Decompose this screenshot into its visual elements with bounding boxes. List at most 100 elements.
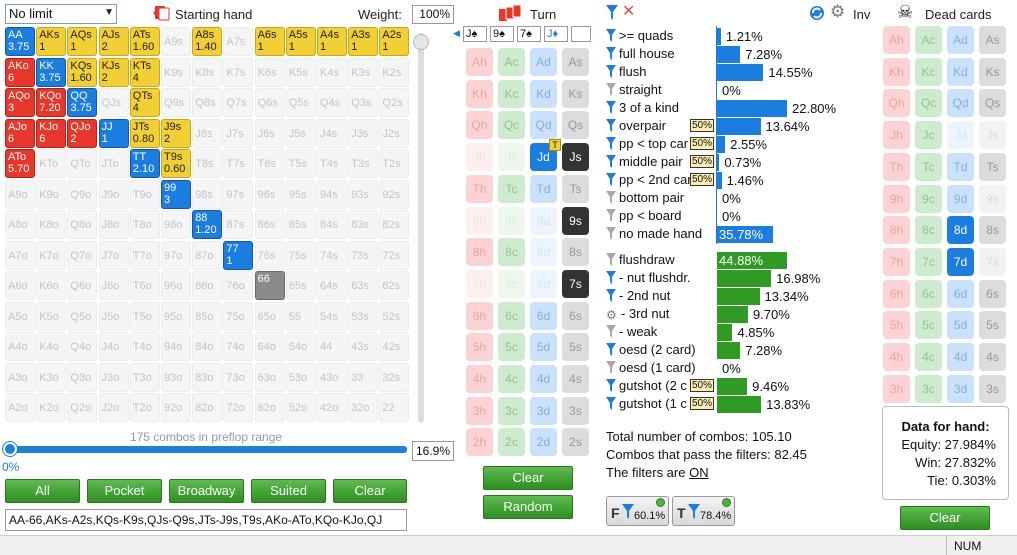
turn-card-Ts[interactable]: Ts	[562, 174, 589, 203]
dead-card-As[interactable]: As	[979, 26, 1006, 54]
range-cell-AJs[interactable]: AJs 2	[98, 27, 129, 56]
range-cell-T7s[interactable]: T7s	[223, 149, 254, 178]
turn-card-2h[interactable]: 2h	[466, 428, 493, 457]
range-slider-thumb[interactable]	[3, 442, 17, 456]
dead-card-7h[interactable]: 7h	[883, 247, 910, 276]
range-cell-96o[interactable]: 96o	[161, 271, 191, 300]
board-clear-button[interactable]: Clear	[483, 466, 573, 490]
filter-gray-icon[interactable]	[606, 227, 616, 240]
turn-card-7s[interactable]: 7s	[562, 269, 589, 298]
range-cell-88[interactable]: 88 1.20	[192, 210, 223, 239]
range-cell-84s[interactable]: 84s	[317, 210, 347, 239]
dead-card-6d[interactable]: 6d	[947, 279, 974, 308]
board-card-1[interactable]: J♠	[463, 26, 487, 42]
range-cell-77[interactable]: 77 1	[223, 240, 254, 270]
range-cell-97s[interactable]: 97s	[223, 179, 254, 209]
range-cell-T8o[interactable]: T8o	[129, 210, 160, 239]
filter-gray-icon[interactable]	[606, 83, 616, 96]
dead-card-Td[interactable]: Td	[947, 152, 974, 181]
range-cell-84o[interactable]: 84o	[192, 332, 223, 361]
filter-row[interactable]: - nut flushdr.	[606, 269, 691, 287]
range-cell-A5o[interactable]: A5o	[5, 301, 35, 331]
range-cell-43o[interactable]: 43o	[317, 362, 347, 392]
turn-card-8d[interactable]: 8d	[530, 238, 557, 267]
filter-weight-tag[interactable]: 50%	[690, 173, 714, 186]
dead-card-Ks[interactable]: Ks	[979, 57, 1006, 86]
turn-card-7d[interactable]: 7d	[530, 269, 557, 298]
gear-icon[interactable]: ⚙	[606, 308, 617, 322]
turn-card-6h[interactable]: 6h	[466, 301, 493, 330]
turn-card-3h[interactable]: 3h	[466, 396, 493, 425]
range-percent-input[interactable]: 16.9%	[412, 441, 454, 461]
turn-card-9c[interactable]: 9c	[498, 206, 525, 235]
turn-card-Qh[interactable]: Qh	[466, 111, 493, 140]
range-cell-T4s[interactable]: T4s	[317, 149, 347, 178]
filter-row[interactable]: - weak	[606, 323, 657, 341]
range-cell-32o[interactable]: 32o	[348, 393, 379, 422]
range-cell-K6o[interactable]: K6o	[36, 271, 67, 300]
range-cell-AKo[interactable]: AKo 6	[5, 57, 35, 87]
range-cell-97o[interactable]: 97o	[161, 240, 191, 270]
dead-card-5d[interactable]: 5d	[947, 311, 974, 340]
dead-card-7s[interactable]: 7s	[979, 247, 1006, 276]
filter-weight-tag[interactable]: 50%	[690, 137, 714, 150]
filter-gray-icon[interactable]	[606, 325, 616, 338]
turn-card-Jh[interactable]: Jh	[466, 143, 493, 172]
filter-blue-icon[interactable]	[606, 101, 616, 114]
range-cell-Q2s[interactable]: Q2s	[379, 88, 410, 117]
range-cell-Q9s[interactable]: Q9s	[161, 88, 191, 117]
turn-card-Th[interactable]: Th	[466, 174, 493, 203]
board-left-arrow-icon[interactable]: ◀	[453, 28, 460, 38]
turn-card-2c[interactable]: 2c	[498, 428, 525, 457]
range-cell-54s[interactable]: 54s	[317, 301, 347, 331]
filter-row[interactable]: oesd (2 card)	[606, 341, 696, 359]
range-cell-95s[interactable]: 95s	[285, 179, 316, 209]
filter-row[interactable]: full house	[606, 45, 675, 63]
range-cell-K3o[interactable]: K3o	[36, 362, 67, 392]
turn-card-Ks[interactable]: Ks	[562, 79, 589, 108]
range-cell-T3s[interactable]: T3s	[348, 149, 379, 178]
filter-gray-icon[interactable]	[606, 361, 616, 374]
range-cell-72o[interactable]: 72o	[223, 393, 254, 422]
range-cell-KQo[interactable]: KQo 7.20	[36, 88, 67, 117]
dead-card-5h[interactable]: 5h	[883, 311, 910, 340]
range-cell-Q8o[interactable]: Q8o	[67, 210, 98, 239]
range-cell-A8s[interactable]: A8s 1.40	[192, 27, 223, 56]
turn-card-8s[interactable]: 8s	[562, 238, 589, 267]
range-cell-43s[interactable]: 43s	[348, 332, 379, 361]
range-cell-94s[interactable]: 94s	[317, 179, 347, 209]
filter-blue-icon[interactable]	[606, 173, 616, 186]
all-button[interactable]: All	[5, 479, 80, 503]
range-cell-KTs[interactable]: KTs 4	[129, 57, 160, 87]
range-cell-T2o[interactable]: T2o	[129, 393, 160, 422]
range-cell-62o[interactable]: 62o	[254, 393, 285, 422]
range-cell-Q7o[interactable]: Q7o	[67, 240, 98, 270]
range-cell-76o[interactable]: 76o	[223, 271, 254, 300]
range-cell-Q2o[interactable]: Q2o	[67, 393, 98, 422]
range-cell-T7o[interactable]: T7o	[129, 240, 160, 270]
range-cell-54o[interactable]: 54o	[285, 332, 316, 361]
range-cell-74s[interactable]: 74s	[317, 240, 347, 270]
range-cell-A2o[interactable]: A2o	[5, 393, 35, 422]
refresh-icon[interactable]	[808, 4, 826, 22]
range-cell-65s[interactable]: 65s	[285, 271, 316, 300]
filter-row[interactable]: bottom pair	[606, 189, 684, 207]
range-cell-86o[interactable]: 86o	[192, 271, 223, 300]
range-cell-92o[interactable]: 92o	[161, 393, 191, 422]
range-cell-J9s[interactable]: J9s 2	[161, 118, 191, 148]
range-cell-J5o[interactable]: J5o	[98, 301, 129, 331]
turn-card-3d[interactable]: 3d	[530, 396, 557, 425]
range-cell-A9s[interactable]: A9s	[161, 27, 191, 56]
dead-card-Js[interactable]: Js	[979, 121, 1006, 150]
dead-cards-clear-button[interactable]: Clear	[900, 506, 990, 530]
dead-card-4c[interactable]: 4c	[915, 343, 942, 371]
dead-card-Qh[interactable]: Qh	[883, 89, 910, 118]
range-cell-QTo[interactable]: QTo	[67, 149, 98, 178]
range-cell-52o[interactable]: 52o	[285, 393, 316, 422]
range-cell-82s[interactable]: 82s	[379, 210, 410, 239]
range-cell-K2o[interactable]: K2o	[36, 393, 67, 422]
range-cell-K4o[interactable]: K4o	[36, 332, 67, 361]
range-cell-98o[interactable]: 98o	[161, 210, 191, 239]
turn-card-7h[interactable]: 7h	[466, 269, 493, 298]
range-cell-T5o[interactable]: T5o	[129, 301, 160, 331]
